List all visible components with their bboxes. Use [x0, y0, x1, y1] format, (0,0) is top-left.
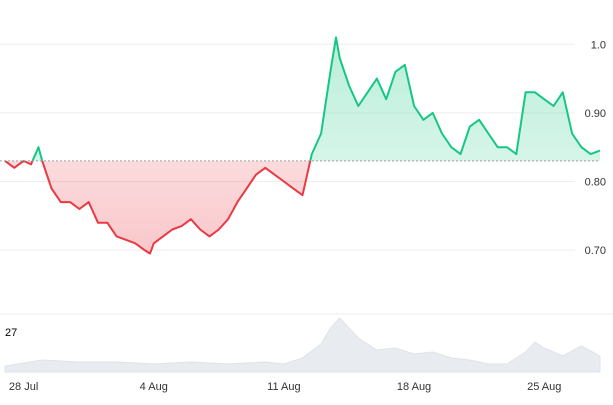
x-axis-ticks: 28 Jul 4 Aug 11 Aug 18 Aug 25 Aug — [9, 381, 561, 393]
x-tick-label-2: 11 Aug — [267, 381, 300, 393]
x-tick-label-1: 4 Aug — [140, 381, 168, 393]
line-segment-up — [4, 36, 601, 161]
volume-area — [4, 317, 601, 373]
x-tick-label-3: 18 Aug — [397, 381, 431, 393]
x-tick-label-0: 28 Jul — [9, 381, 38, 393]
y-tick-label-2: 0.80 — [585, 177, 606, 189]
area-above-baseline — [5, 37, 600, 161]
y-tick-label-0: 1.0 — [591, 39, 606, 51]
y-axis-ticks: 1.0 0.90 0.80 0.70 — [585, 39, 606, 257]
volume-max-label: 27 — [5, 327, 17, 339]
y-tick-label-3: 0.70 — [585, 245, 606, 257]
price-area — [5, 37, 600, 254]
volume-shape — [4, 317, 601, 373]
price-line — [4, 36, 601, 255]
line-segment-down — [4, 160, 312, 255]
y-tick-label-1: 0.90 — [585, 108, 606, 120]
area-below-baseline — [5, 160, 311, 254]
x-tick-label-4: 25 Aug — [527, 381, 561, 393]
